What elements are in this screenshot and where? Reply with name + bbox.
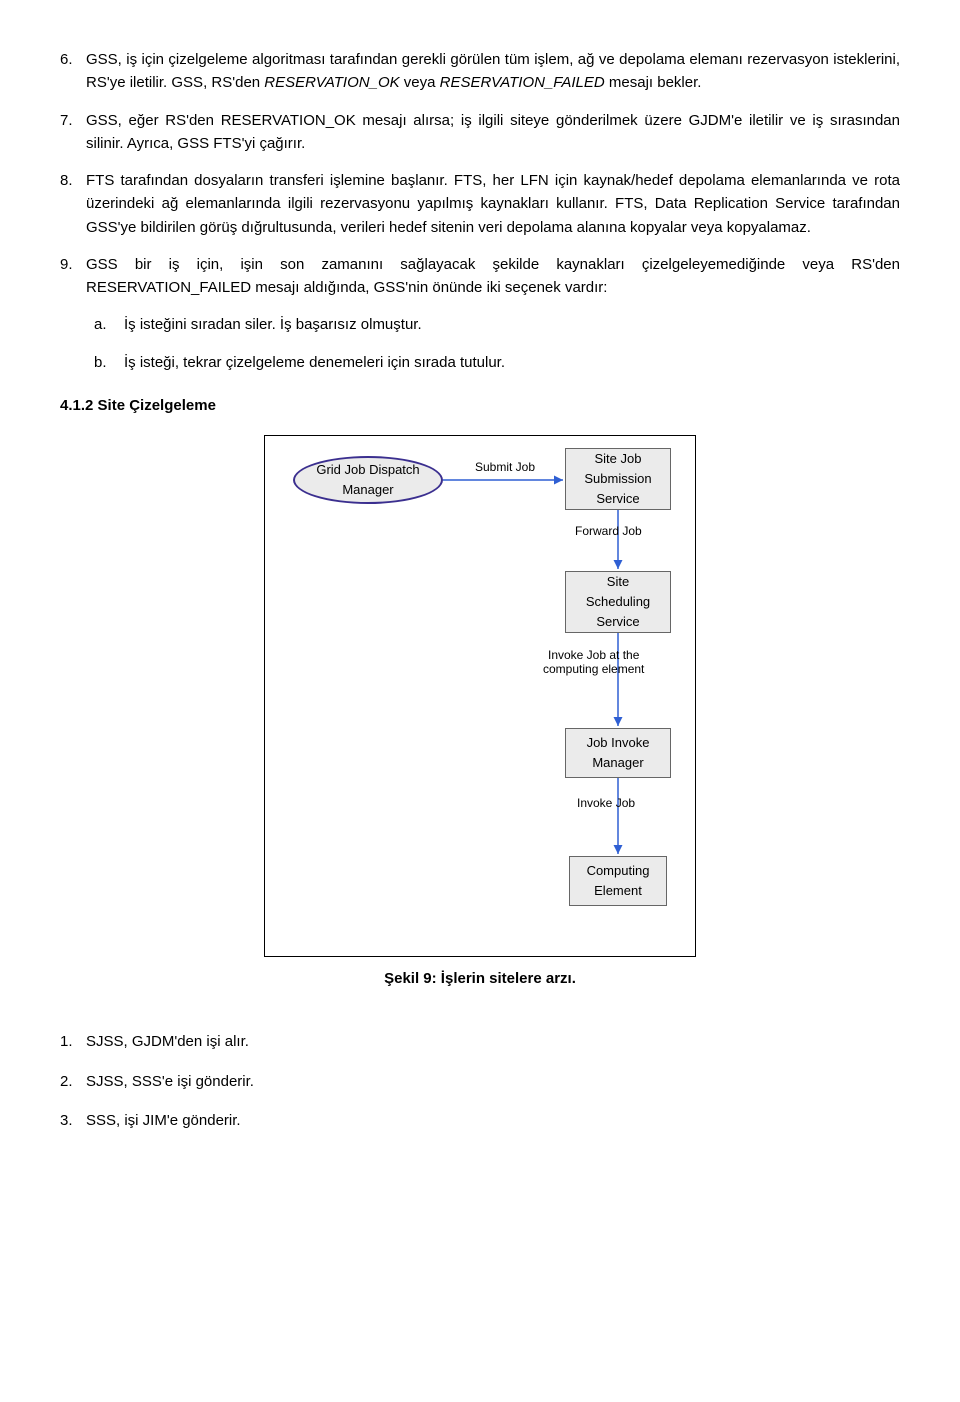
item-number: 6. — [60, 48, 86, 95]
edge-label-invoke: Invoke Job — [577, 796, 635, 810]
list-item-7: 7. GSS, eğer RS'den RESERVATION_OK mesaj… — [60, 109, 900, 156]
sub-label: b. — [94, 351, 124, 374]
node-gjdm: Grid Job Dispatch Manager — [293, 456, 443, 504]
sub-text: İş isteği, tekrar çizelgeleme denemeleri… — [124, 351, 900, 374]
item-text: GSS, eğer RS'den RESERVATION_OK mesajı a… — [86, 109, 900, 156]
node-sjss: Site Job Submission Service — [565, 448, 671, 510]
item-number: 1. — [60, 1030, 86, 1053]
flowchart: Grid Job Dispatch Manager Site Job Submi… — [264, 435, 696, 957]
list-item-1: 1. SJSS, GJDM'den işi alır. — [60, 1030, 900, 1053]
text-italic: RESERVATION_FAILED — [440, 74, 605, 91]
list-item-3: 3. SSS, işi JIM'e gönderir. — [60, 1109, 900, 1132]
figure-caption: Şekil 9: İşlerin sitelere arzı. — [60, 967, 900, 990]
item-text: SJSS, GJDM'den işi alır. — [86, 1030, 900, 1053]
node-ce: Computing Element — [569, 856, 667, 906]
node-jim: Job Invoke Manager — [565, 728, 671, 778]
text-frag: veya — [400, 74, 440, 91]
edge-label-submit: Submit Job — [475, 460, 535, 474]
node-label: Site Scheduling Service — [586, 572, 650, 632]
list-item-8: 8. FTS tarafından dosyaların transferi i… — [60, 169, 900, 239]
sub-item-a: a. İş isteğini sıradan siler. İş başarıs… — [60, 313, 900, 336]
text-frag: mesajı bekler. — [605, 74, 702, 91]
list-item-6: 6. GSS, iş için çizelgeleme algoritması … — [60, 48, 900, 95]
node-sss: Site Scheduling Service — [565, 571, 671, 633]
item-text: GSS, iş için çizelgeleme algoritması tar… — [86, 48, 900, 95]
edge-label-invoke-at: Invoke Job at the computing element — [543, 648, 644, 677]
item-number: 9. — [60, 253, 86, 300]
item-number: 8. — [60, 169, 86, 239]
figure-wrap: Grid Job Dispatch Manager Site Job Submi… — [60, 435, 900, 957]
sub-label: a. — [94, 313, 124, 336]
item-text: SJSS, SSS'e işi gönderir. — [86, 1070, 900, 1093]
node-label: Job Invoke Manager — [587, 733, 650, 773]
list-item-9: 9. GSS bir iş için, işin son zamanını sa… — [60, 253, 900, 300]
list-item-2: 2. SJSS, SSS'e işi gönderir. — [60, 1070, 900, 1093]
text-italic: RESERVATION_OK — [264, 74, 399, 91]
item-number: 3. — [60, 1109, 86, 1132]
section-heading: 4.1.2 Site Çizelgeleme — [60, 394, 900, 417]
node-label: Site Job Submission Service — [584, 449, 651, 509]
item-number: 7. — [60, 109, 86, 156]
sub-item-b: b. İş isteği, tekrar çizelgeleme denemel… — [60, 351, 900, 374]
item-number: 2. — [60, 1070, 86, 1093]
node-label: Computing Element — [587, 861, 650, 901]
item-text: FTS tarafından dosyaların transferi işle… — [86, 169, 900, 239]
sub-text: İş isteğini sıradan siler. İş başarısız … — [124, 313, 900, 336]
item-text: SSS, işi JIM'e gönderir. — [86, 1109, 900, 1132]
item-text: GSS bir iş için, işin son zamanını sağla… — [86, 253, 900, 300]
edge-label-forward: Forward Job — [575, 524, 642, 538]
bottom-list: 1. SJSS, GJDM'den işi alır. 2. SJSS, SSS… — [60, 1030, 900, 1132]
node-label: Grid Job Dispatch Manager — [316, 460, 419, 500]
